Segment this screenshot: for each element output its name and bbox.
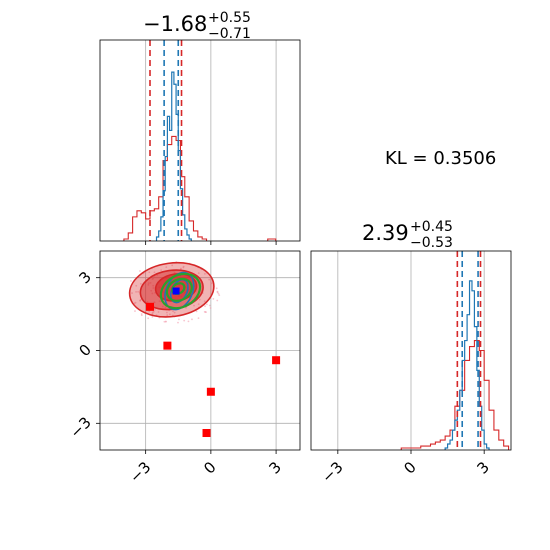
param2-title: 2.39 +0.45 −0.53 [362, 219, 453, 251]
joint-sample-point [177, 321, 179, 324]
joint-sample-point [166, 311, 168, 314]
joint-sample-point [180, 267, 182, 270]
param1-title-value: −1.68 [143, 12, 207, 36]
param1-title-plus: +0.55 [208, 10, 251, 26]
joint-red-square-3 [206, 387, 215, 396]
param1-bg [100, 40, 300, 241]
param2-frame [310, 250, 512, 451]
joint-sample-point [139, 298, 142, 301]
joint-red-square-0 [146, 302, 154, 311]
joint-sample-point [198, 298, 201, 301]
joint-xtick-label-0: −3 [126, 458, 154, 486]
joint-sample-point [139, 283, 142, 285]
joint-sample-point [216, 290, 219, 293]
joint-sample-point [151, 315, 154, 318]
param2-title-value: 2.39 [362, 221, 409, 245]
joint-xtick-label-2: 3 [265, 458, 284, 477]
joint-sample-point [204, 273, 206, 275]
joint-sample-point [133, 302, 136, 305]
param1-blue-histogram [155, 71, 192, 241]
joint-xtick-label-1: 0 [200, 458, 219, 477]
joint-sample-point [172, 310, 174, 313]
param2-xtick-label-0: −3 [318, 458, 346, 486]
joint-sample-point [210, 282, 213, 285]
joint-sample-point [135, 284, 138, 287]
joint-blue-marker [172, 287, 180, 295]
joint-sample-point [151, 312, 154, 315]
joint-sample-point [185, 306, 187, 309]
joint-sample-point [139, 270, 141, 272]
joint-sample-point [168, 313, 171, 316]
joint-sample-point [147, 317, 150, 320]
param2-marginal-panel: −3 0 3 [310, 250, 512, 486]
joint-sample-point [203, 300, 206, 303]
joint-plot-area [128, 261, 281, 438]
joint-sample-point [140, 313, 143, 315]
joint-sample-point [216, 299, 219, 302]
param1-frame [99, 39, 301, 242]
param1-title: −1.68 +0.55 −0.71 [143, 10, 251, 42]
joint-sample-point [164, 320, 167, 323]
joint-sample-point [208, 278, 211, 281]
joint-sample-point [187, 320, 190, 323]
joint-ytick-label-2: 3 [75, 268, 94, 287]
joint-sample-point [218, 294, 221, 297]
joint-green-contour-0 [159, 272, 202, 310]
joint-sample-point [131, 292, 133, 294]
joint-sample-point [137, 290, 140, 293]
joint-sample-point [135, 290, 137, 293]
kl-annotation: KL = 0.3506 [385, 148, 496, 169]
joint-red-square-4 [202, 429, 211, 438]
joint-sample-point [171, 264, 174, 267]
joint-sample-point [191, 318, 193, 321]
param2-xtick-label-1: 0 [400, 458, 419, 477]
param1-red-outlier-bin [267, 238, 277, 241]
joint-sample-point [212, 297, 215, 300]
joint-sample-point [208, 304, 211, 307]
joint-sample-point [203, 310, 206, 313]
joint-sample-point [215, 287, 218, 290]
param2-xtick-label-2: 3 [474, 458, 493, 477]
joint-sample-point [157, 311, 160, 313]
joint-sample-point [148, 271, 151, 274]
joint-sample-point [163, 320, 166, 323]
joint-sample-point [182, 266, 185, 269]
joint-sample-point [165, 266, 168, 269]
joint-frame [99, 250, 301, 451]
joint-sample-point [166, 314, 169, 316]
joint-sample-point [193, 304, 195, 307]
joint-red-square-1 [163, 341, 172, 350]
joint-sample-point [173, 311, 176, 314]
joint-sample-point [130, 280, 132, 282]
joint-ytick-label-1: 0 [75, 341, 94, 360]
joint-sample-point [197, 272, 200, 274]
joint-sample-point [217, 292, 220, 295]
param2-blue-histogram [444, 280, 490, 450]
joint-sample-point [197, 317, 200, 320]
joint-panel: −3 0 3 −3 0 3 [67, 250, 301, 486]
joint-sample-point [160, 269, 163, 272]
joint-sample-point [183, 319, 186, 322]
joint-sample-point [134, 310, 136, 312]
joint-sample-point [204, 305, 206, 308]
joint-ytick-label-0: −3 [67, 413, 95, 441]
param2-title-minus: −0.53 [410, 235, 453, 251]
param1-title-minus: −0.71 [208, 26, 251, 42]
joint-sample-point [153, 308, 156, 311]
joint-sample-point [197, 303, 200, 305]
joint-sample-point [153, 271, 156, 274]
joint-sample-point [178, 318, 180, 321]
joint-green-contour-1 [165, 277, 193, 302]
param2-title-plus: +0.45 [410, 219, 453, 235]
param1-marginal-panel [99, 39, 301, 245]
joint-sample-point [205, 303, 208, 306]
joint-red-square-2 [272, 356, 281, 365]
joint-sample-point [195, 310, 198, 313]
joint-sample-point [209, 307, 212, 309]
